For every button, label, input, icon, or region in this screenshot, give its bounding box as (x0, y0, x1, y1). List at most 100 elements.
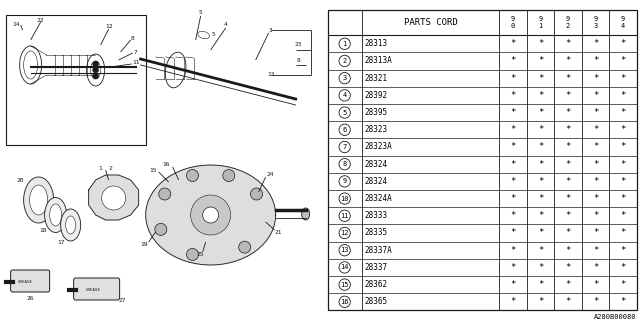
Text: *: * (593, 263, 598, 272)
Circle shape (102, 186, 125, 210)
Text: *: * (593, 246, 598, 255)
Text: 8: 8 (131, 36, 134, 41)
Text: *: * (510, 263, 516, 272)
Text: *: * (510, 74, 516, 83)
Text: *: * (593, 39, 598, 48)
Text: *: * (565, 211, 571, 220)
Text: *: * (593, 228, 598, 237)
Text: 5: 5 (342, 109, 347, 116)
Text: 28321: 28321 (365, 74, 388, 83)
Text: *: * (510, 125, 516, 134)
Polygon shape (146, 165, 276, 265)
Text: 1: 1 (342, 41, 347, 47)
Text: 19: 19 (140, 243, 147, 247)
Text: 25: 25 (197, 252, 204, 258)
Text: A280B00080: A280B00080 (595, 314, 637, 320)
Text: *: * (538, 39, 543, 48)
Text: 13: 13 (267, 73, 275, 77)
Text: 9: 9 (342, 178, 347, 184)
Text: *: * (593, 74, 598, 83)
Text: 28392: 28392 (365, 91, 388, 100)
Text: *: * (565, 177, 571, 186)
Text: 2: 2 (342, 58, 347, 64)
Text: *: * (620, 39, 626, 48)
Text: *: * (620, 228, 626, 237)
Ellipse shape (29, 185, 47, 215)
Text: 9
3: 9 3 (593, 16, 598, 29)
Text: 10: 10 (340, 196, 349, 202)
Text: 9
4: 9 4 (621, 16, 625, 29)
Text: 1: 1 (99, 165, 102, 171)
Text: *: * (620, 297, 626, 306)
Ellipse shape (24, 177, 54, 223)
Text: 28333: 28333 (365, 211, 388, 220)
Text: *: * (565, 246, 571, 255)
FancyBboxPatch shape (74, 278, 120, 300)
Text: *: * (565, 228, 571, 237)
Text: *: * (565, 91, 571, 100)
Circle shape (93, 61, 99, 67)
Text: 28324A: 28324A (365, 194, 392, 203)
Text: *: * (620, 74, 626, 83)
Text: 5: 5 (199, 11, 202, 15)
Text: 7: 7 (342, 144, 347, 150)
Text: *: * (538, 228, 543, 237)
Text: 24: 24 (267, 172, 275, 178)
Circle shape (191, 195, 230, 235)
Text: *: * (538, 177, 543, 186)
Circle shape (186, 170, 198, 181)
Text: 23: 23 (295, 43, 302, 47)
Text: 5: 5 (212, 33, 216, 37)
Text: 17: 17 (57, 239, 65, 244)
Text: *: * (510, 194, 516, 203)
Text: *: * (538, 246, 543, 255)
Text: 9
1: 9 1 (538, 16, 543, 29)
Text: 16: 16 (162, 163, 170, 167)
Text: 7: 7 (134, 50, 138, 54)
Circle shape (223, 170, 235, 181)
Text: *: * (510, 280, 516, 289)
Text: *: * (538, 263, 543, 272)
Text: *: * (565, 39, 571, 48)
Text: *: * (593, 91, 598, 100)
Text: 20: 20 (17, 178, 24, 182)
Ellipse shape (61, 209, 81, 241)
Text: *: * (620, 177, 626, 186)
Text: *: * (593, 280, 598, 289)
Text: 28324: 28324 (365, 160, 388, 169)
Text: 26: 26 (27, 295, 35, 300)
Text: *: * (620, 91, 626, 100)
Text: *: * (620, 160, 626, 169)
Text: *: * (510, 108, 516, 117)
Polygon shape (88, 175, 139, 220)
Text: *: * (538, 194, 543, 203)
Text: *: * (510, 91, 516, 100)
Text: *: * (565, 280, 571, 289)
Text: 12: 12 (105, 25, 113, 29)
Text: *: * (620, 56, 626, 66)
Text: *: * (565, 108, 571, 117)
Text: *: * (538, 56, 543, 66)
Text: *: * (620, 246, 626, 255)
Text: 9
2: 9 2 (566, 16, 570, 29)
Text: 11: 11 (340, 213, 349, 219)
Text: 15: 15 (149, 167, 156, 172)
Text: *: * (565, 125, 571, 134)
Text: 28337: 28337 (365, 263, 388, 272)
Text: 8: 8 (297, 58, 301, 62)
Text: 28365: 28365 (365, 297, 388, 306)
Text: *: * (510, 177, 516, 186)
Circle shape (186, 248, 198, 260)
Text: 9
0: 9 0 (511, 16, 515, 29)
FancyBboxPatch shape (11, 270, 50, 292)
Text: *: * (538, 142, 543, 151)
Text: *: * (593, 125, 598, 134)
Text: *: * (620, 211, 626, 220)
Ellipse shape (301, 208, 310, 220)
Text: *: * (593, 211, 598, 220)
Text: 11: 11 (132, 60, 140, 66)
Text: *: * (593, 56, 598, 66)
Text: 14: 14 (12, 22, 19, 28)
Text: *: * (538, 280, 543, 289)
Text: GREASE: GREASE (18, 280, 33, 284)
